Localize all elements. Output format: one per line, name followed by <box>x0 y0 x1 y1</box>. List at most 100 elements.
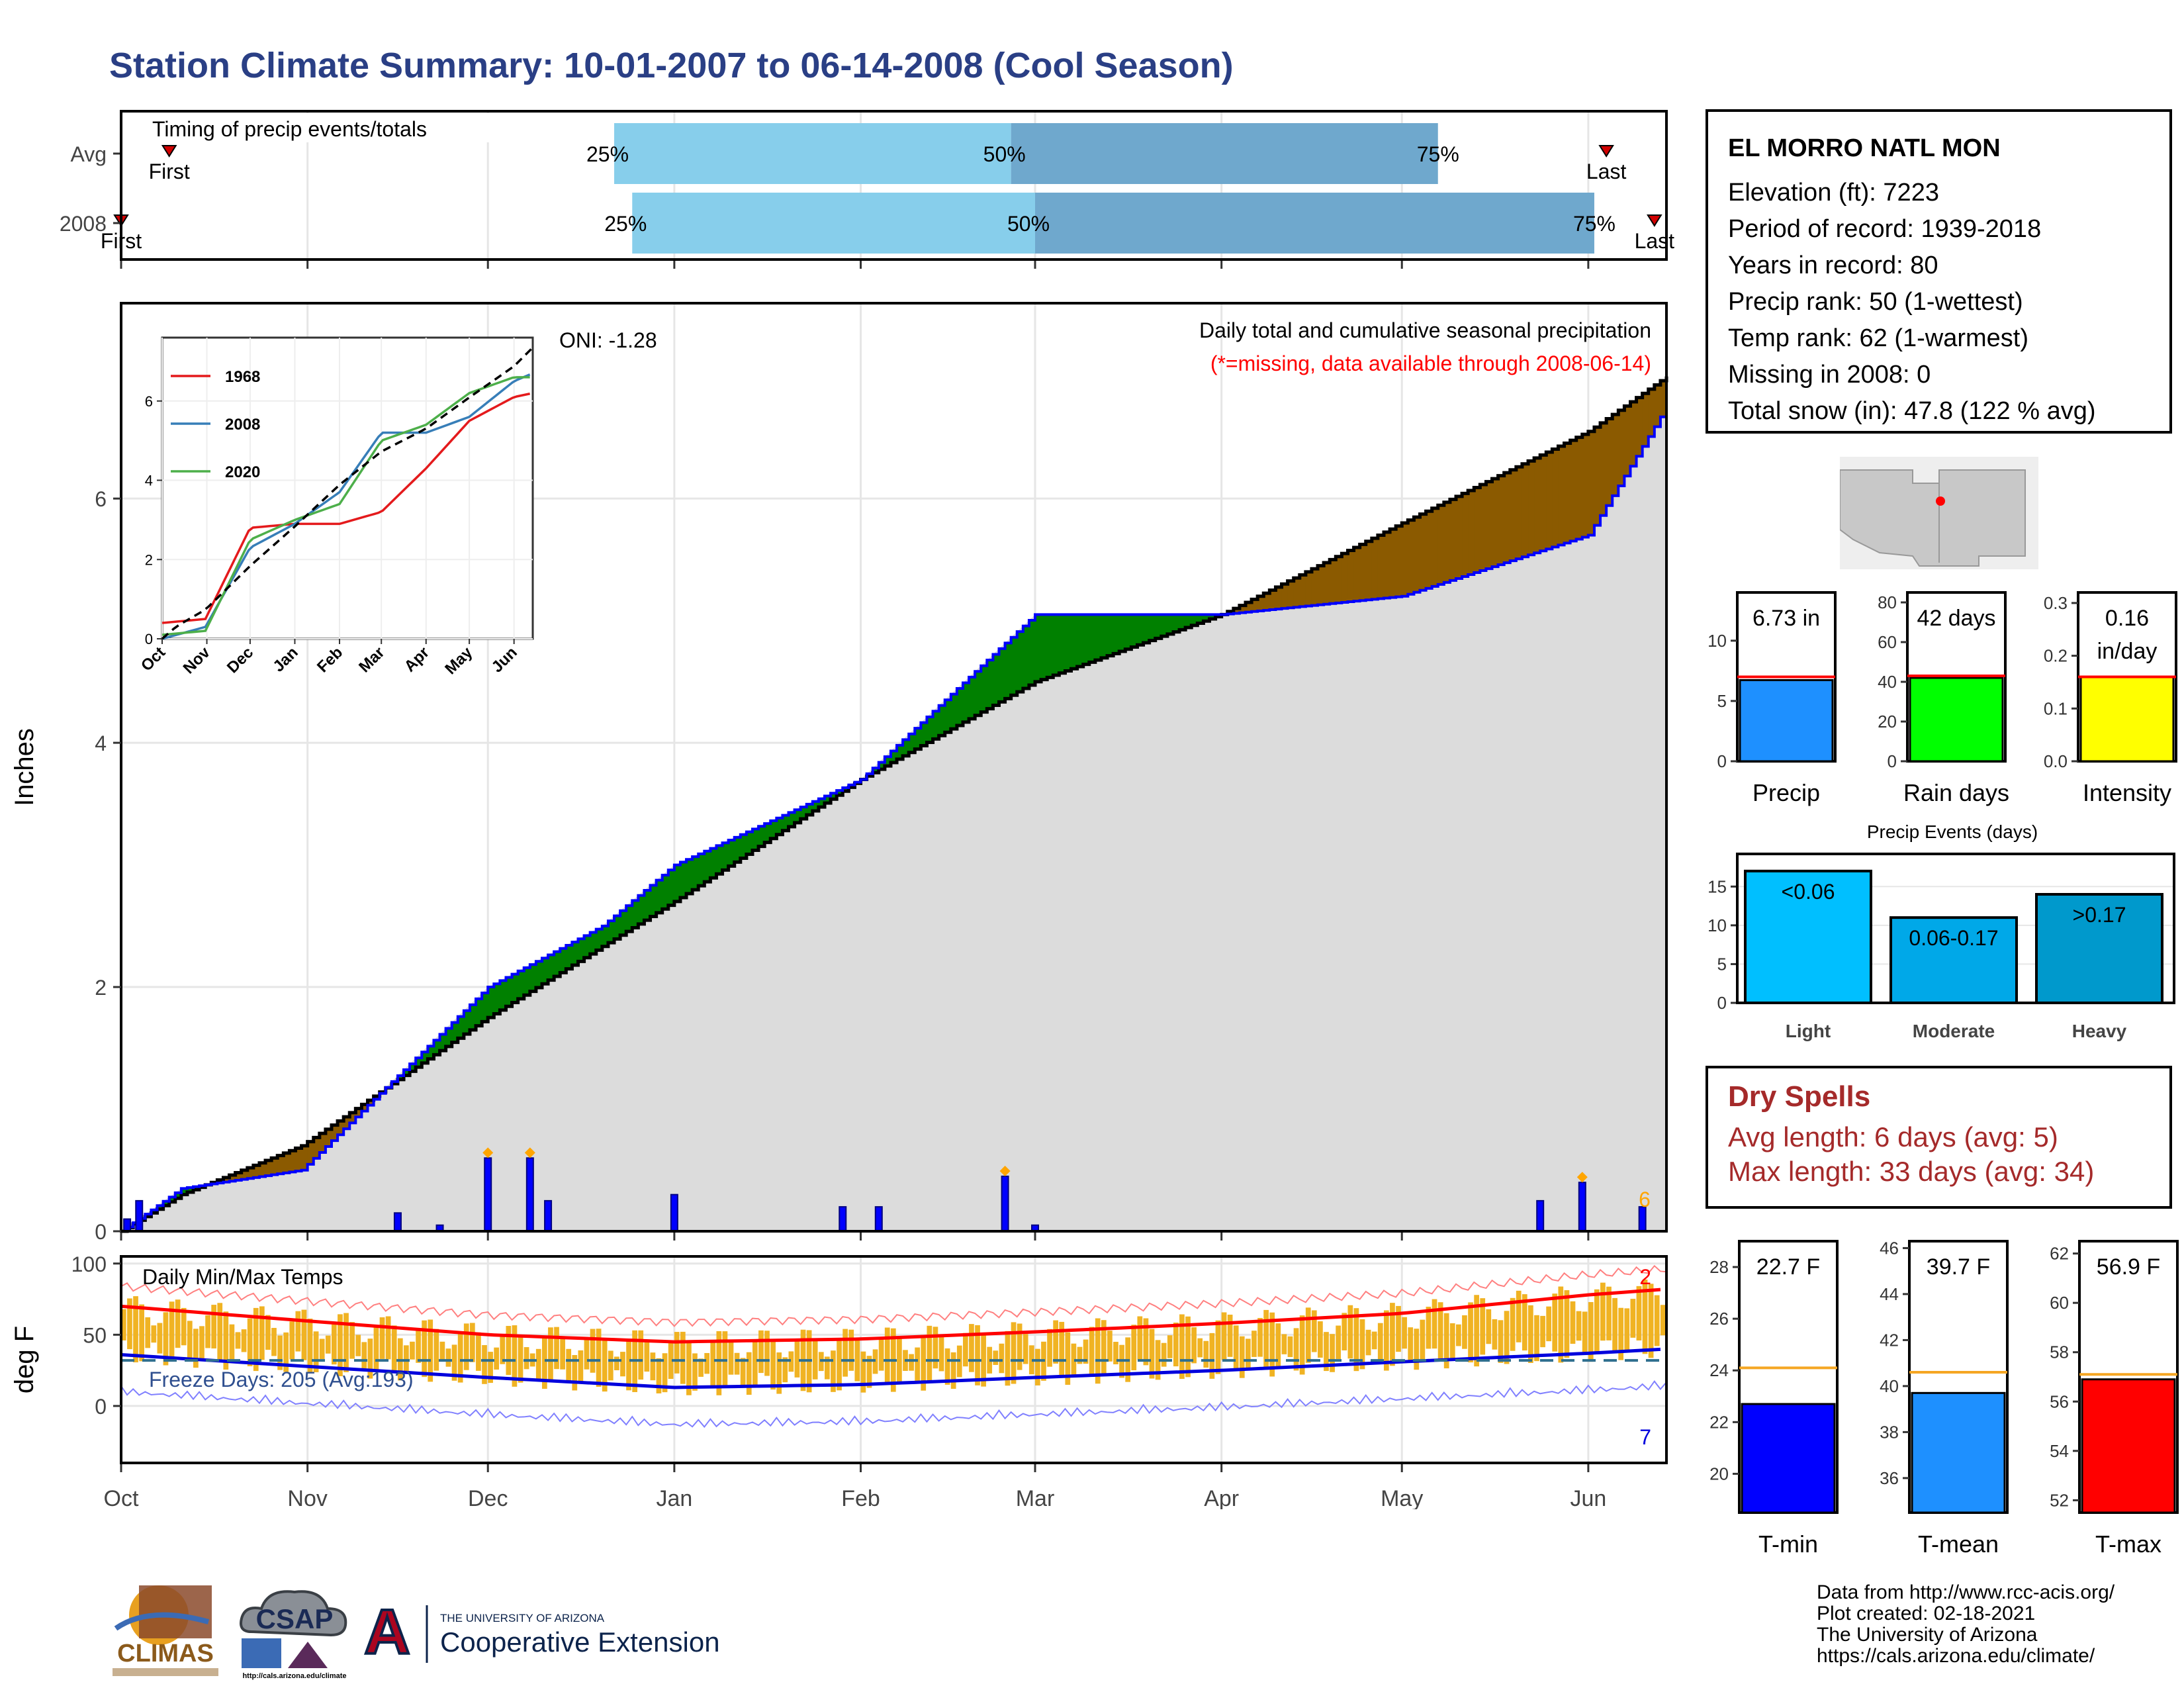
heavy-event-count: 6 <box>1639 1188 1651 1211</box>
daily-temp-bar <box>620 1352 625 1377</box>
daily-temp-bar <box>734 1352 740 1375</box>
precip-surplus-area <box>1209 614 1216 619</box>
precip-surplus-area <box>999 648 1006 702</box>
daily-temp-bar <box>728 1340 734 1375</box>
precip-deficit-area <box>1281 584 1289 609</box>
csap-text: CSAP <box>256 1603 334 1634</box>
precip-surplus-area <box>500 980 506 1010</box>
precip-deficit-area <box>1299 575 1306 607</box>
daily-temp-bar <box>1203 1340 1209 1368</box>
daily-temp-bar <box>1546 1306 1552 1342</box>
daily-temp-bar <box>373 1327 379 1372</box>
daily-temp-bar <box>1606 1286 1612 1340</box>
daily-temp-bar <box>1263 1309 1269 1370</box>
daily-temp-bar <box>1342 1313 1347 1351</box>
precip-surplus-area <box>842 787 849 792</box>
daily-temp-bar <box>921 1335 927 1391</box>
precip-deficit-area <box>1269 590 1276 610</box>
daily-temp-bar <box>1011 1322 1017 1384</box>
precip-surplus-area <box>1041 614 1048 680</box>
daily-temp-bar <box>1540 1315 1545 1348</box>
daily-temp-bar <box>1437 1302 1443 1362</box>
daily-temp-bar <box>1287 1336 1293 1358</box>
precip-surplus-area <box>950 694 958 729</box>
daily-temp-bar <box>752 1340 758 1385</box>
daily-temp-bar <box>169 1301 175 1362</box>
precip-deficit-area <box>1462 493 1469 577</box>
inset-y-tick-label: 0 <box>145 631 153 647</box>
precip-deficit-area <box>1359 544 1367 601</box>
daily-temp-bar <box>1582 1311 1588 1353</box>
events-bar-label: <0.06 <box>1782 880 1835 904</box>
daily-temp-bar <box>1468 1302 1473 1363</box>
daily-temp-bar <box>541 1337 547 1389</box>
precip-surplus-area <box>831 793 837 800</box>
precip-deficit-area <box>259 1162 266 1177</box>
daily-temp-bar <box>1528 1305 1533 1363</box>
daily-temp-bar <box>1371 1331 1377 1350</box>
tmax-summary-y-tick-label: 62 <box>2050 1244 2069 1264</box>
station-elevation: Elevation (ft): 7223 <box>1728 179 1939 207</box>
daily-temp-bar <box>1498 1320 1504 1363</box>
precip-deficit-area <box>1528 461 1535 555</box>
precip-surplus-area <box>439 1034 447 1051</box>
daily-temp-bar <box>1486 1309 1492 1344</box>
x-axis-month-label: Oct <box>104 1486 139 1509</box>
precip-surplus-area <box>596 929 603 951</box>
daily-temp-bar <box>518 1335 523 1383</box>
daily-temp-bar <box>391 1325 397 1374</box>
precip-deficit-area <box>1636 397 1643 457</box>
precip-surplus-area <box>476 998 482 1026</box>
precip-summary-x-label: Precip <box>1752 779 1820 806</box>
precip-surplus-area <box>1125 614 1132 649</box>
daily-temp-bar <box>199 1326 205 1361</box>
precip-deficit-area <box>1324 563 1330 604</box>
daily-temp-bar <box>662 1353 668 1393</box>
timing-p75-label: 75% <box>1417 142 1459 166</box>
daily-temp-bar <box>253 1307 259 1372</box>
daily-temp-bar <box>133 1296 138 1363</box>
precip-deficit-area <box>1305 571 1312 606</box>
precip-surplus-area <box>163 1201 170 1206</box>
daily-temp-bar <box>1462 1315 1467 1349</box>
daily-temp-bar <box>969 1324 974 1372</box>
daily-temp-bar <box>1221 1312 1227 1360</box>
daily-temp-bar <box>301 1309 307 1360</box>
daily-temp-bar <box>686 1341 692 1395</box>
footer-line-source: Data from http://www.rcc-acis.org/ <box>1817 1581 2115 1603</box>
daily-temp-bar <box>1089 1327 1095 1377</box>
precip-surplus-area <box>590 932 597 955</box>
precip-deficit-area <box>1347 550 1355 602</box>
station-years: Years in record: 80 <box>1728 252 1938 279</box>
precip-deficit-area <box>1233 608 1240 614</box>
precip-surplus-area <box>422 1052 428 1063</box>
precip-surplus-area <box>788 812 796 827</box>
precip-surplus-area <box>1071 614 1078 669</box>
raindays-summary-bar <box>1909 677 2004 763</box>
precip-surplus-area <box>175 1192 182 1199</box>
footer-line-org: The University of Arizona <box>1817 1624 2038 1646</box>
precip-deficit-area <box>235 1172 242 1180</box>
events-bar-label: 0.06-0.17 <box>1909 926 1998 950</box>
precip-deficit-area <box>343 1117 350 1129</box>
precip-surplus-area <box>1197 614 1204 624</box>
inset-legend-label: 2008 <box>225 416 260 434</box>
timing-title: Timing of precip events/totals <box>152 117 427 141</box>
precip-surplus-area <box>915 728 921 749</box>
daily-temp-bar <box>1480 1298 1486 1355</box>
daily-temp-bar <box>1630 1299 1636 1338</box>
precip-surplus-area <box>722 843 729 870</box>
daily-temp-bar <box>241 1329 247 1352</box>
precip-surplus-area <box>975 671 981 716</box>
daily-temp-bar <box>1293 1328 1299 1371</box>
precip-surplus-area <box>469 1004 477 1030</box>
precip-surplus-area <box>1035 614 1042 682</box>
daily-temp-bar <box>740 1358 746 1388</box>
daily-temp-bar <box>205 1315 210 1348</box>
precip-deficit-area <box>1449 499 1457 581</box>
precip-deficit-area <box>1540 455 1547 551</box>
precip-surplus-area <box>890 751 897 763</box>
events-title: Precip Events (days) <box>1867 821 2038 842</box>
timing-last-label: Last <box>1586 160 1627 183</box>
